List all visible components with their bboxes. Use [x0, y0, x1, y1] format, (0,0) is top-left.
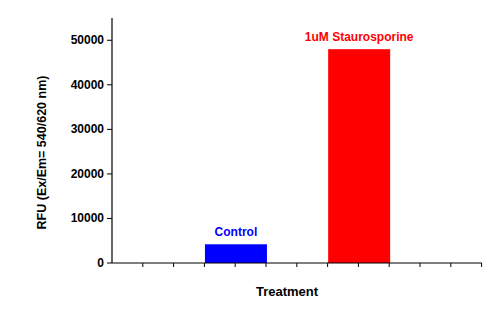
category-label: Control — [215, 225, 258, 239]
bar — [205, 244, 267, 263]
x-tick — [266, 263, 267, 267]
chart: Control 1uM Staurosporine 0 10000 20000 30000… — [0, 0, 500, 314]
y-tick-label: 0 — [97, 256, 104, 270]
y-tick — [107, 40, 112, 41]
x-tick — [204, 263, 205, 267]
x-tick — [142, 263, 143, 267]
y-tick-label: 50000 — [71, 33, 105, 47]
bar — [328, 49, 390, 263]
y-tick — [107, 218, 112, 219]
x-tick — [173, 263, 174, 267]
x-tick — [481, 263, 482, 267]
x-tick — [389, 263, 390, 267]
x-tick — [358, 263, 359, 267]
y-tick-label: 20000 — [71, 167, 105, 181]
y-tick — [107, 173, 112, 174]
y-axis-label: RFU (Ex/Em= 540/620 nm) — [35, 76, 49, 230]
y-tick-label: 10000 — [71, 211, 105, 225]
y-tick — [107, 129, 112, 130]
y-tick — [107, 84, 112, 85]
x-tick — [420, 263, 421, 267]
x-tick — [327, 263, 328, 267]
x-tick — [235, 263, 236, 267]
x-axis-label: Treatment — [256, 284, 319, 299]
category-label: 1uM Staurosporine — [305, 30, 414, 44]
x-tick — [296, 263, 297, 267]
y-tick — [107, 263, 112, 264]
x-tick — [450, 263, 451, 267]
y-tick-label: 30000 — [71, 122, 105, 136]
bars — [205, 49, 390, 263]
y-tick-label: 40000 — [71, 78, 105, 92]
y-axis — [111, 18, 112, 263]
